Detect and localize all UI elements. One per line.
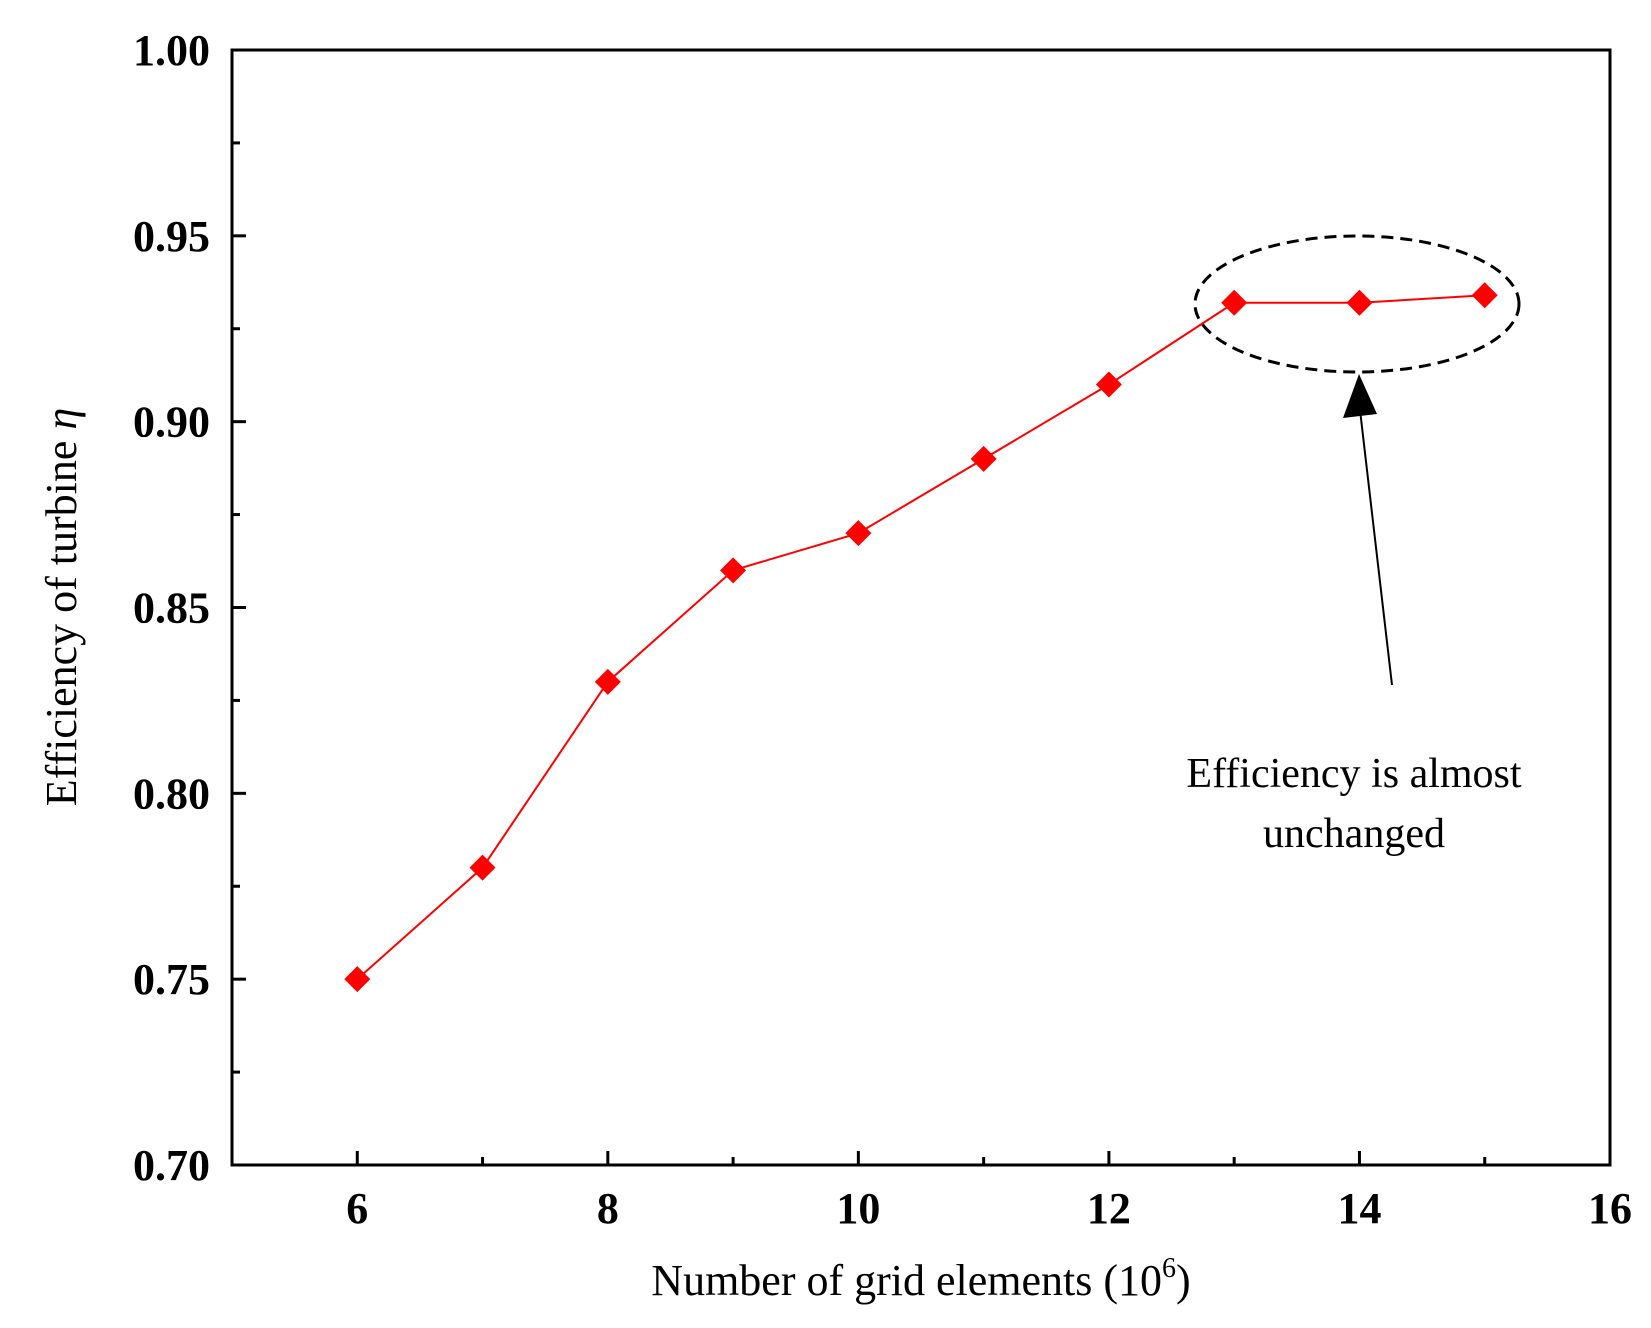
data-point-marker <box>845 520 872 547</box>
data-point-marker <box>970 445 997 472</box>
y-axis-title-main: Efficiency of turbine <box>37 430 86 807</box>
data-point-marker <box>1471 282 1498 309</box>
highlight-ellipse <box>1193 234 1521 374</box>
x-tick-label: 16 <box>1588 1184 1632 1233</box>
data-point-marker <box>1346 289 1373 316</box>
x-tick-label: 8 <box>597 1184 619 1233</box>
annotation-group: Efficiency is almost unchanged <box>1186 234 1522 857</box>
x-tick-label: 12 <box>1087 1184 1131 1233</box>
x-axis-title: Number of grid elements (106) <box>651 1253 1190 1305</box>
annotation-line-1: Efficiency is almost <box>1186 751 1521 797</box>
series-line <box>356 294 1485 980</box>
x-tick-label: 14 <box>1337 1184 1381 1233</box>
data-point-marker <box>1221 289 1248 316</box>
annotation-arrow-line <box>1359 409 1393 686</box>
x-axis-title-close: ) <box>1176 1256 1191 1305</box>
data-point-marker <box>720 557 747 584</box>
x-axis-title-superscript: 6 <box>1162 1253 1176 1284</box>
y-axis-title-symbol: η <box>37 408 86 430</box>
x-tick-label: 6 <box>346 1184 368 1233</box>
data-point-marker <box>469 854 496 881</box>
annotation-arrowhead <box>1343 374 1377 418</box>
plot-frame <box>230 48 1612 1167</box>
y-tick-label: 0.85 <box>133 584 210 633</box>
data-point-marker <box>344 966 371 993</box>
data-point-marker <box>1095 371 1122 398</box>
x-axis-title-main: Number of grid elements (10 <box>651 1256 1162 1305</box>
y-tick-label: 0.95 <box>133 212 210 261</box>
y-tick-label: 0.75 <box>133 955 210 1004</box>
data-point-marker <box>594 668 621 695</box>
y-tick-label: 1.00 <box>133 26 210 75</box>
y-axis-ticks: 0.70 0.75 0.80 0.85 0.90 0.95 1.00 <box>133 26 246 1190</box>
x-tick-label: 10 <box>836 1184 880 1233</box>
y-axis-title: Efficiency of turbine η <box>37 408 86 807</box>
series-efficiency <box>344 282 1498 993</box>
x-axis-ticks: 6 8 10 12 14 16 <box>346 1151 1632 1233</box>
annotation-line-2: unchanged <box>1263 811 1445 857</box>
y-tick-label: 0.80 <box>133 769 210 818</box>
y-tick-label: 0.90 <box>133 398 210 447</box>
y-tick-label: 0.70 <box>133 1141 210 1190</box>
